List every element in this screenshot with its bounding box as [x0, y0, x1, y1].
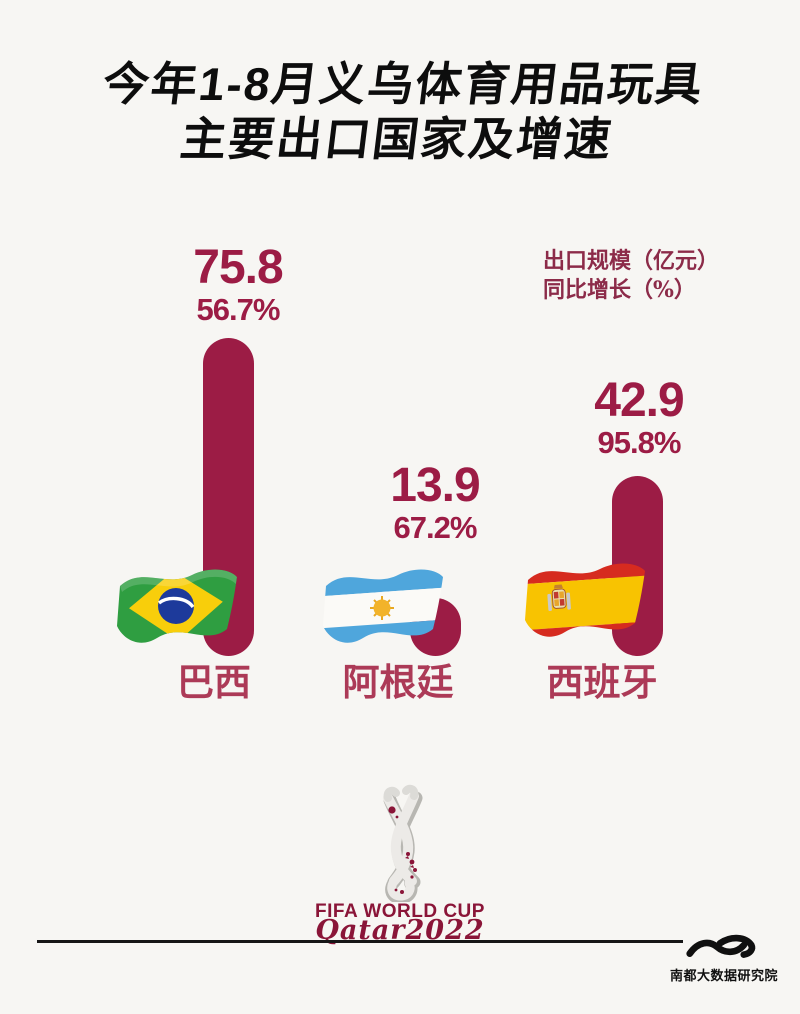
growth-rate-argentina: 67.2% [393, 510, 478, 545]
nandu-wave-logo [686, 934, 756, 958]
fifa-world-cup-wordmark: FIFA WORLD CUP [315, 901, 485, 922]
growth-rate-spain: 95.8% [597, 425, 682, 460]
country-label-argentina: 阿根廷 [342, 660, 454, 704]
title-line-2: 主要出口国家及增速 [177, 113, 616, 165]
publisher-name: 南都大数据研究院 [669, 968, 778, 983]
fifa-world-cup-emblem [383, 784, 423, 902]
brazil-flag-icon [117, 569, 237, 643]
page-title: 今年1-8月义乌体育用品玩具 主要出口国家及增速 [0, 57, 800, 167]
country-label-spain: 西班牙 [546, 660, 658, 704]
chart-legend: 出口规模（亿元） 同比增长（%） [543, 247, 753, 305]
title-line-1: 今年1-8月义乌体育用品玩具 [100, 57, 707, 110]
legend-yoy-growth: 同比增长（%） [543, 277, 696, 304]
footer-divider-line [37, 940, 683, 943]
country-label-brazil: 巴西 [177, 660, 251, 704]
export-value-spain: 42.9 [594, 374, 684, 427]
growth-rate-brazil: 56.7% [196, 292, 281, 327]
export-value-brazil: 75.8 [193, 241, 283, 294]
legend-export-scale: 出口规模（亿元） [543, 248, 720, 274]
argentina-flag-icon [323, 569, 443, 643]
spain-flag-icon [525, 563, 645, 637]
export-value-argentina: 13.9 [390, 459, 480, 512]
